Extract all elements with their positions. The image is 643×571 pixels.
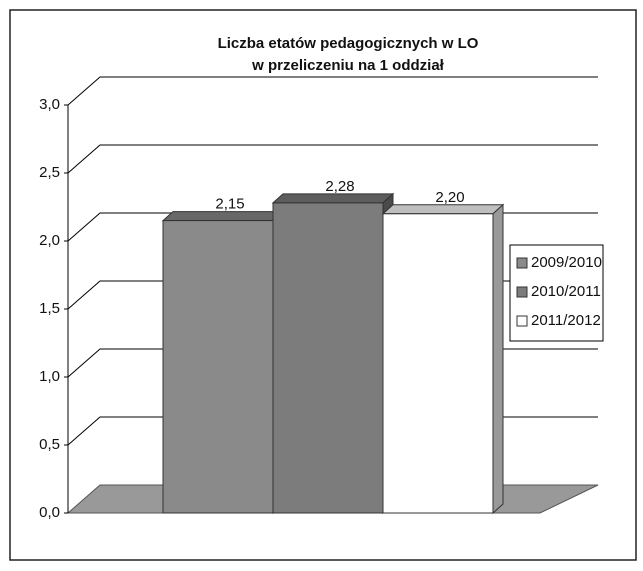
y-tick-label: 0,0 — [39, 504, 60, 521]
value-label: 2,20 — [435, 189, 464, 206]
y-tick-label: 1,5 — [39, 300, 60, 317]
grid-line — [67, 144, 598, 174]
legend-label: 2010/2011 — [531, 283, 601, 300]
value-label: 2,15 — [215, 196, 244, 213]
legend-swatch — [516, 257, 528, 269]
bar-top — [161, 211, 285, 222]
y-tick-label: 0,5 — [39, 436, 60, 453]
y-tick-label: 2,0 — [39, 232, 60, 249]
bar — [382, 213, 494, 514]
y-tick-label: 1,0 — [39, 368, 60, 385]
y-tick-label: 3,0 — [39, 96, 60, 113]
legend-swatch — [516, 315, 528, 327]
bar — [162, 220, 274, 514]
bar-side — [492, 203, 504, 515]
grid-line — [67, 76, 598, 106]
bar-top — [271, 193, 395, 204]
value-label: 2,28 — [325, 178, 354, 195]
bar-top — [381, 204, 505, 215]
legend-label: 2011/2012 — [531, 312, 601, 329]
legend-swatch — [516, 286, 528, 298]
legend-label: 2009/2010 — [531, 254, 602, 271]
chart-title: Liczba etatów pedagogicznych w LO — [218, 35, 479, 52]
chart-title: w przeliczeniu na 1 oddział — [251, 57, 445, 74]
bar — [272, 202, 384, 514]
y-tick-label: 2,5 — [39, 164, 60, 181]
